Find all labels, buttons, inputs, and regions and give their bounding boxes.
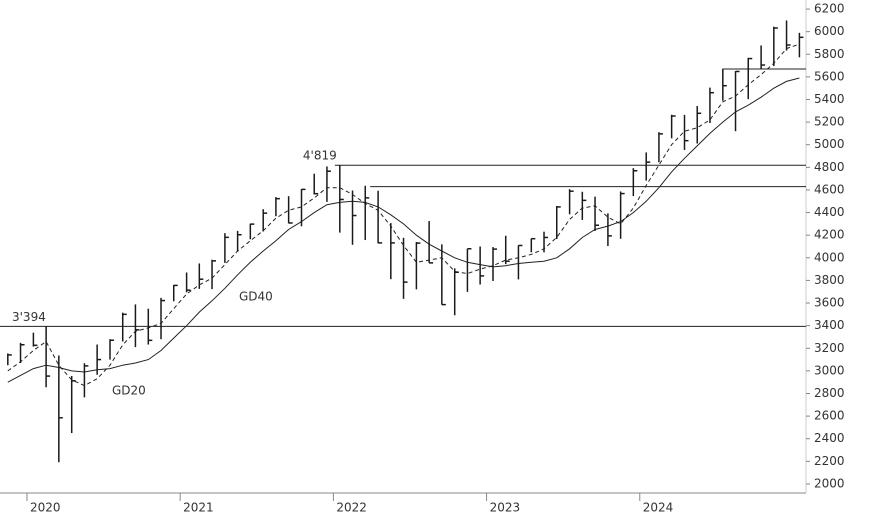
y-tick-label: 2600 [814, 409, 845, 423]
y-tick-label: 3000 [814, 363, 845, 377]
level-label: 4'819 [303, 149, 337, 163]
y-tick-label: 3800 [814, 273, 845, 287]
x-tick-label: 2022 [336, 501, 367, 515]
y-tick-label: 3200 [814, 341, 845, 355]
moving-average [7, 43, 800, 387]
y-tick-label: 3400 [814, 318, 845, 332]
series-label: GD20 [112, 384, 146, 398]
y-tick-label: 4200 [814, 228, 845, 242]
x-tick-label: 2021 [183, 501, 214, 515]
y-tick-label: 2200 [814, 454, 845, 468]
y-tick-label: 5400 [814, 92, 845, 106]
series-label: GD40 [239, 290, 273, 304]
x-tick-label: 2024 [643, 501, 674, 515]
y-tick-label: 4000 [814, 250, 845, 264]
level-label: 3'394 [12, 310, 46, 324]
y-tick-label: 4400 [814, 205, 845, 219]
y-tick-label: 5600 [814, 69, 845, 83]
y-tick-label: 2000 [814, 476, 845, 490]
y-tick-label: 3600 [814, 296, 845, 310]
y-tick-label: 6200 [814, 2, 845, 16]
y-tick-label: 6000 [814, 24, 845, 38]
x-tick-label: 2023 [490, 501, 521, 515]
y-tick-label: 2400 [814, 431, 845, 445]
y-tick-label: 4800 [814, 160, 845, 174]
y-tick-label: 2800 [814, 386, 845, 400]
y-tick-label: 4600 [814, 182, 845, 196]
y-tick-label: 5800 [814, 47, 845, 61]
moving-average [7, 77, 800, 383]
y-tick-label: 5200 [814, 115, 845, 129]
x-tick-label: 2020 [30, 501, 61, 515]
y-tick-label: 5000 [814, 137, 845, 151]
